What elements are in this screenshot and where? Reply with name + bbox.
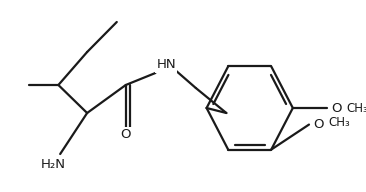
Text: CH₃: CH₃ <box>329 116 351 129</box>
Text: O: O <box>314 118 324 131</box>
Text: HN: HN <box>156 59 176 71</box>
Text: O: O <box>120 128 131 142</box>
Text: CH₃: CH₃ <box>347 102 366 114</box>
Text: H₂N: H₂N <box>41 157 66 170</box>
Text: O: O <box>332 102 342 114</box>
